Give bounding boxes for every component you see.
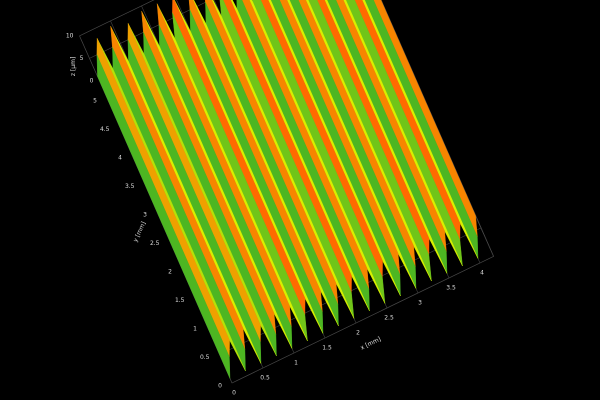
- x-axis-label: x [mm]: [359, 336, 382, 352]
- z-axis-label: z [µm]: [70, 57, 77, 76]
- y-tick-label: 3.5: [125, 183, 135, 190]
- y-tick-label: 1.5: [175, 297, 185, 304]
- y-tick-label: 0.5: [200, 354, 210, 361]
- y-tick-label: 5: [93, 98, 97, 105]
- x-tick-label: 3.5: [446, 285, 456, 292]
- y-tick-label: 4.5: [100, 126, 110, 133]
- surface-strip: [96, 54, 231, 379]
- y-axis-label: y [mm]: [132, 221, 147, 244]
- y-tick-label: 1: [193, 326, 197, 333]
- y-tick-label: 3: [143, 212, 147, 219]
- x-tick-label: 1: [294, 360, 298, 367]
- x-tick-label: 0.5: [260, 375, 270, 382]
- x-tick-label: 2: [356, 330, 360, 337]
- y-tick-label: 0: [218, 383, 222, 390]
- x-tick-label: 3: [418, 300, 422, 307]
- y-tick-label: 2: [168, 269, 172, 276]
- z-tick-label: 10: [66, 32, 74, 39]
- z-tick-label: 5: [80, 55, 84, 62]
- x-tick-label: 0: [232, 390, 236, 397]
- z-tick-label: 0: [90, 77, 94, 84]
- x-tick-label: 4: [480, 270, 484, 277]
- x-tick-label: 1.5: [322, 345, 332, 352]
- y-tick-label: 4: [118, 155, 122, 162]
- y-tick-label: 2.5: [150, 240, 160, 247]
- x-tick-label: 2.5: [384, 315, 394, 322]
